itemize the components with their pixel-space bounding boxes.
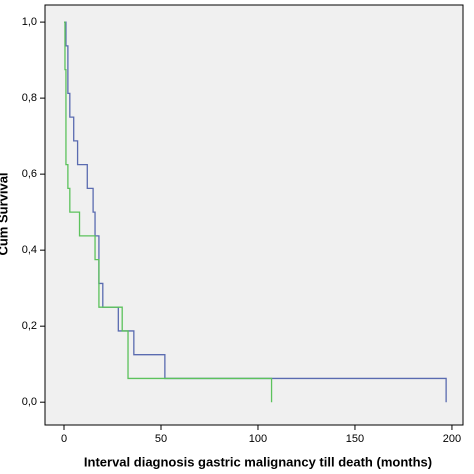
x-tick-label: 0: [61, 433, 67, 445]
x-tick-label: 50: [155, 433, 167, 445]
x-tick-label: 200: [443, 433, 461, 445]
plot-area: [44, 4, 464, 426]
y-tick-label: 0,8: [22, 92, 37, 104]
y-tick-label: 0,0: [22, 396, 37, 408]
survival-curve: [64, 21, 273, 403]
x-axis-title: Interval diagnosis gastric malignancy ti…: [84, 454, 432, 469]
y-tick-label: 0,2: [22, 320, 37, 332]
y-tick-label: 1,0: [22, 16, 37, 28]
y-axis-title: Cum Survival: [0, 172, 10, 255]
y-tick-label: 0,6: [22, 168, 37, 180]
x-tick-label: 100: [249, 433, 267, 445]
y-tick-label: 0,4: [22, 244, 37, 256]
survival-curve: [64, 21, 447, 403]
x-tick-label: 150: [346, 433, 364, 445]
